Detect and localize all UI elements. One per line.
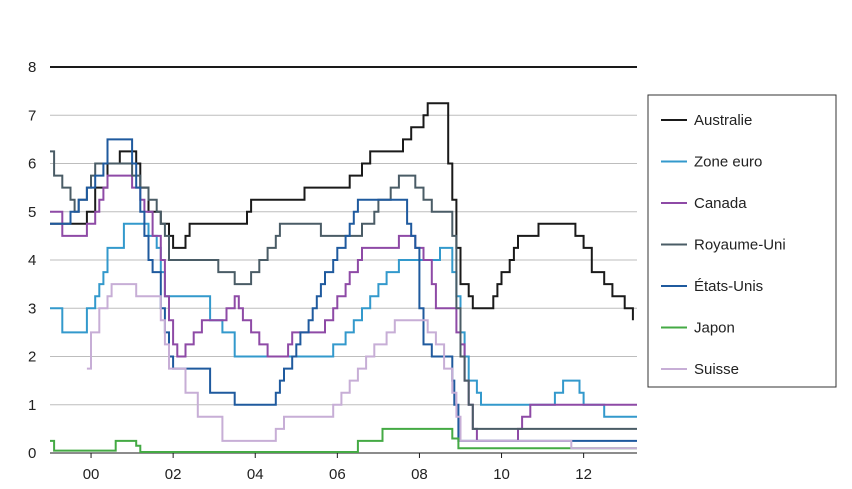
x-tick-label: 10	[493, 466, 510, 483]
series-line-2	[50, 222, 637, 418]
legend-label: États-Unis	[694, 278, 763, 295]
y-tick-label: 4	[28, 252, 36, 269]
legend-label: Canada	[694, 195, 747, 212]
y-tick-label: 0	[28, 445, 36, 462]
y-tick-label: 8	[28, 59, 36, 76]
legend-label: Japon	[694, 320, 735, 337]
x-tick-label: 02	[165, 466, 182, 483]
x-tick-label: 06	[329, 466, 346, 483]
x-tick-label: 00	[83, 466, 100, 483]
legend-label: Zone euro	[694, 154, 762, 171]
x-axis-ticks: 00 02 04 06 08 10 12	[83, 453, 592, 483]
legend-label: Royaume-Uni	[694, 237, 786, 254]
series-line-6	[50, 427, 637, 453]
legend-label: Suisse	[694, 361, 739, 378]
legend: Australie Zone euro Canada Royaume-Uni États…	[647, 94, 837, 388]
series-lines	[50, 102, 637, 453]
legend-label: Australie	[694, 112, 752, 129]
y-tick-label: 6	[28, 156, 36, 173]
series-line-5	[50, 138, 637, 442]
y-tick-label: 1	[28, 397, 36, 414]
x-tick-label: 04	[247, 466, 264, 483]
series-line-7	[86, 283, 637, 450]
y-tick-label: 7	[28, 107, 36, 124]
y-tick-label: 5	[28, 204, 36, 221]
x-tick-label: 12	[575, 466, 592, 483]
x-tick-label: 08	[411, 466, 428, 483]
y-tick-label: 3	[28, 300, 36, 317]
y-axis-ticks: 0 1 2 3 4 5 6 7 8	[28, 59, 36, 462]
y-tick-label: 2	[28, 349, 36, 366]
legend-box	[647, 94, 837, 388]
